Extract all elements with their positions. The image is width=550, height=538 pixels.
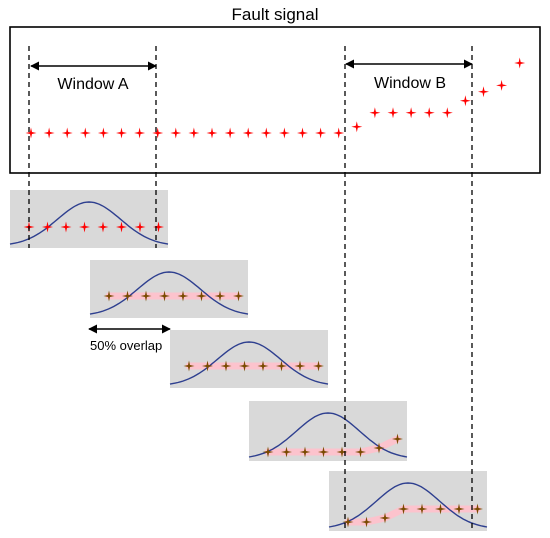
fault-signal-point bbox=[242, 127, 254, 139]
segment-sample-point bbox=[262, 446, 274, 458]
segment-sample-point bbox=[313, 360, 324, 372]
segment-sample-point bbox=[233, 290, 244, 302]
window-segments bbox=[9, 190, 488, 531]
fault-signal-point bbox=[369, 107, 381, 119]
segment-sample-point bbox=[183, 360, 195, 372]
segment-sample-point bbox=[140, 290, 152, 302]
segment-sample-point bbox=[79, 221, 90, 233]
fault-signal-point bbox=[170, 127, 182, 139]
segment-sample-point bbox=[299, 446, 311, 458]
fault-signal-point bbox=[514, 57, 526, 69]
segment-sample-point bbox=[159, 290, 170, 302]
segment-sample-point bbox=[294, 360, 306, 372]
gaussian-window-curve bbox=[89, 271, 249, 315]
segment-sample-point bbox=[42, 221, 53, 233]
segment-sample-point bbox=[257, 360, 269, 372]
segment-sample-point bbox=[214, 290, 226, 302]
segment-sample-point bbox=[276, 360, 287, 372]
fault-signal-point bbox=[441, 107, 453, 119]
window-a-bracket: Window A bbox=[30, 61, 157, 93]
fault-signal-point bbox=[297, 127, 308, 139]
fault-signal-point bbox=[25, 127, 37, 139]
segment-sample-point bbox=[177, 290, 189, 302]
figure-title: Fault signal bbox=[232, 5, 319, 24]
window-segment bbox=[89, 260, 249, 318]
segment-sample-point bbox=[392, 433, 403, 445]
segment-sample-point bbox=[318, 446, 329, 458]
fault-signal-point bbox=[315, 127, 327, 139]
gaussian-window-curve bbox=[328, 482, 488, 528]
fault-signal-point bbox=[61, 127, 73, 139]
fault-signal-point bbox=[152, 127, 164, 139]
fault-signal-point bbox=[351, 121, 363, 133]
segment-background bbox=[170, 330, 328, 388]
fault-signal-point bbox=[206, 127, 218, 139]
segment-sample-point bbox=[361, 516, 372, 528]
fault-signal-point bbox=[260, 127, 272, 139]
fault-signal-point bbox=[97, 127, 109, 139]
fault-signal-point bbox=[116, 127, 127, 139]
segment-sample-point bbox=[196, 290, 207, 302]
fault-signal-point bbox=[423, 107, 435, 119]
segment-sample-point bbox=[416, 503, 428, 515]
segment-sample-point bbox=[435, 503, 446, 515]
fault-signal-markers bbox=[25, 57, 526, 139]
window-segment bbox=[9, 190, 169, 248]
segment-sample-point bbox=[220, 360, 232, 372]
segment-sample-point bbox=[281, 446, 292, 458]
segment-sample-point bbox=[116, 221, 127, 233]
fault-signal-point bbox=[405, 107, 417, 119]
fault-signal-point bbox=[79, 127, 91, 139]
window-segment bbox=[169, 330, 329, 388]
fault-signal-point bbox=[478, 86, 489, 98]
window-segment bbox=[328, 471, 488, 531]
segment-sample-point bbox=[355, 446, 366, 458]
gaussian-window-curve bbox=[169, 341, 329, 385]
segment-sample-point bbox=[379, 512, 391, 524]
fault-signal-point bbox=[459, 95, 471, 107]
segment-sample-point bbox=[103, 290, 115, 302]
window-segment bbox=[248, 401, 408, 461]
segment-sample-point bbox=[239, 360, 250, 372]
segment-background bbox=[10, 190, 168, 248]
gaussian-window-curve bbox=[9, 201, 169, 245]
segment-sample-point bbox=[453, 503, 465, 515]
segment-sample-point bbox=[122, 290, 133, 302]
fault-signal-point bbox=[333, 127, 345, 139]
fault-signal-point bbox=[278, 127, 290, 139]
fault-signal-point bbox=[134, 127, 146, 139]
segment-sample-point bbox=[398, 503, 409, 515]
fault-signal-frame bbox=[9, 26, 541, 174]
fault-signal-point bbox=[224, 127, 236, 139]
segment-sample-point bbox=[342, 516, 354, 528]
segment-sample-point bbox=[336, 446, 348, 458]
segment-sample-point bbox=[153, 221, 164, 233]
segment-sample-point bbox=[472, 503, 483, 515]
overlap-label: 50% overlap bbox=[90, 338, 162, 353]
fault-signal-point bbox=[387, 107, 399, 119]
window-a-label: Window A bbox=[57, 76, 128, 93]
window-b-label: Window B bbox=[374, 75, 446, 92]
segment-sample-point bbox=[134, 221, 146, 233]
fault-signal-point bbox=[43, 127, 55, 139]
segment-sample-point bbox=[60, 221, 72, 233]
overlap-indicator: 50% overlap bbox=[88, 324, 171, 353]
window-b-bracket: Window B bbox=[345, 59, 473, 92]
segment-sample-point bbox=[97, 221, 109, 233]
fault-signal-point bbox=[496, 79, 508, 91]
segment-sample-point bbox=[373, 442, 385, 454]
fault-signal-point bbox=[188, 127, 200, 139]
segment-sample-point bbox=[202, 360, 213, 372]
segment-background bbox=[90, 260, 248, 318]
